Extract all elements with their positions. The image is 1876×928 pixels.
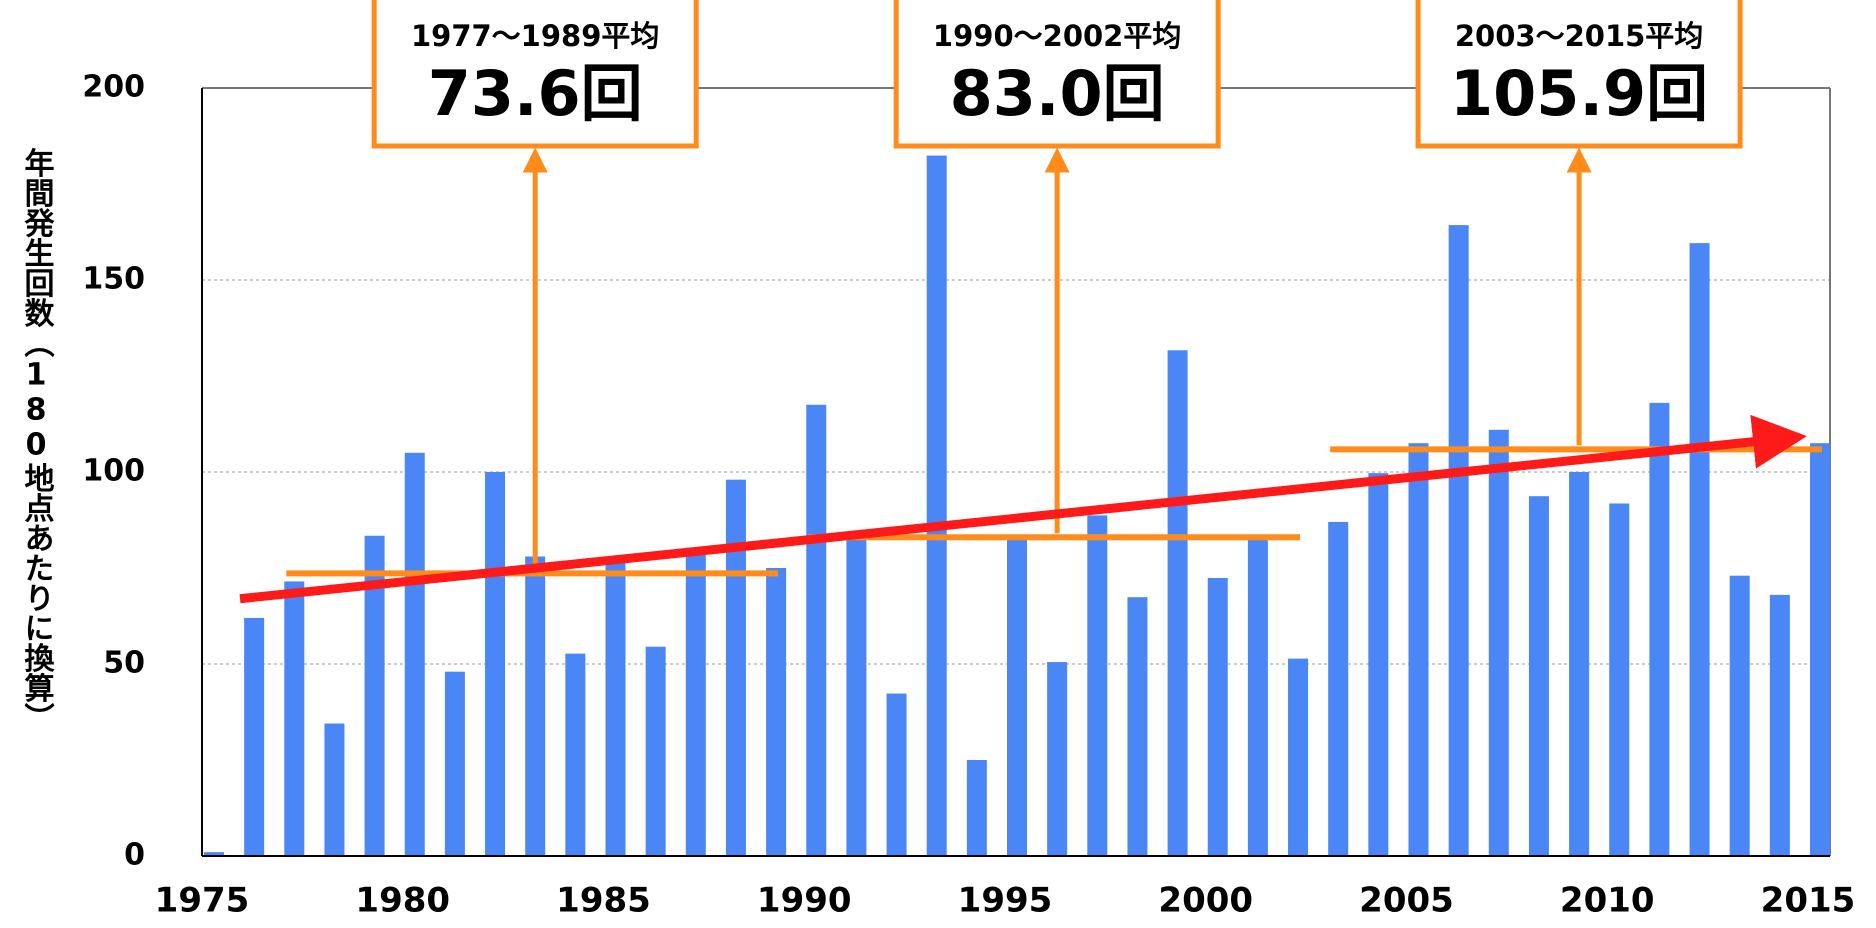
y-tick-label: 150	[82, 262, 145, 297]
bar	[1810, 443, 1830, 856]
annotation-box	[893, 0, 1221, 149]
x-tick-label: 2005	[1359, 881, 1454, 921]
bar	[1167, 350, 1188, 856]
bar	[806, 404, 827, 856]
x-tick-label: 1985	[556, 881, 651, 921]
bar	[725, 479, 746, 856]
bar	[1288, 658, 1309, 856]
bar	[1087, 515, 1108, 856]
bar	[1488, 429, 1509, 856]
bar	[204, 852, 224, 856]
annotation-label: 1990〜2002平均	[933, 19, 1181, 53]
bar	[525, 556, 546, 856]
bar	[1408, 443, 1429, 856]
bar	[284, 581, 305, 856]
y-tick-label: 100	[82, 454, 145, 489]
annotation-box	[1415, 0, 1743, 149]
annotation-label: 1977〜1989平均	[411, 19, 659, 53]
bar	[565, 653, 586, 856]
bar	[444, 671, 465, 856]
y-tick-label: 0	[124, 838, 145, 873]
annotation-value: 105.9回	[1450, 57, 1708, 130]
bar	[605, 560, 626, 856]
trend-arrow	[239, 414, 1807, 604]
y-tick-label: 50	[103, 646, 145, 681]
bar	[324, 723, 345, 856]
x-tick-label: 2000	[1158, 881, 1253, 921]
bar	[1368, 473, 1389, 856]
bar	[645, 646, 666, 856]
bar	[886, 693, 907, 856]
bar	[1207, 577, 1228, 856]
bar	[1127, 597, 1148, 856]
bar	[1328, 521, 1349, 856]
bar	[244, 617, 265, 856]
x-tick-label: 1975	[155, 881, 250, 921]
y-axis-label: 年間発生回数（180地点あたりに換算）	[19, 148, 56, 733]
annotation-value: 83.0回	[950, 57, 1165, 130]
bar	[1569, 472, 1590, 856]
x-tick-label: 1990	[757, 881, 852, 921]
annotation-value: 73.6回	[428, 57, 643, 130]
bar	[926, 155, 947, 857]
bar	[1609, 503, 1630, 856]
annotation-box	[371, 0, 699, 149]
bar	[1047, 662, 1068, 856]
bar	[404, 452, 425, 856]
bar	[766, 568, 787, 856]
bar	[364, 535, 385, 856]
x-tick-label: 2010	[1560, 881, 1655, 921]
x-tick-label: 1995	[958, 881, 1053, 921]
bar	[1007, 535, 1027, 856]
bar	[1528, 496, 1549, 856]
bar	[1769, 594, 1790, 856]
bar	[1247, 535, 1268, 856]
bar	[485, 472, 506, 856]
bar	[966, 760, 987, 856]
x-tick-label: 1980	[355, 881, 450, 921]
annotation-label: 2003〜2015平均	[1455, 19, 1703, 53]
bar	[1729, 575, 1750, 856]
bar	[846, 535, 867, 856]
y-tick-label: 200	[82, 70, 145, 105]
bar	[1649, 402, 1670, 856]
bar	[1448, 225, 1469, 856]
bar	[685, 552, 706, 856]
x-tick-label: 2015	[1761, 881, 1856, 921]
bar	[1689, 243, 1710, 857]
